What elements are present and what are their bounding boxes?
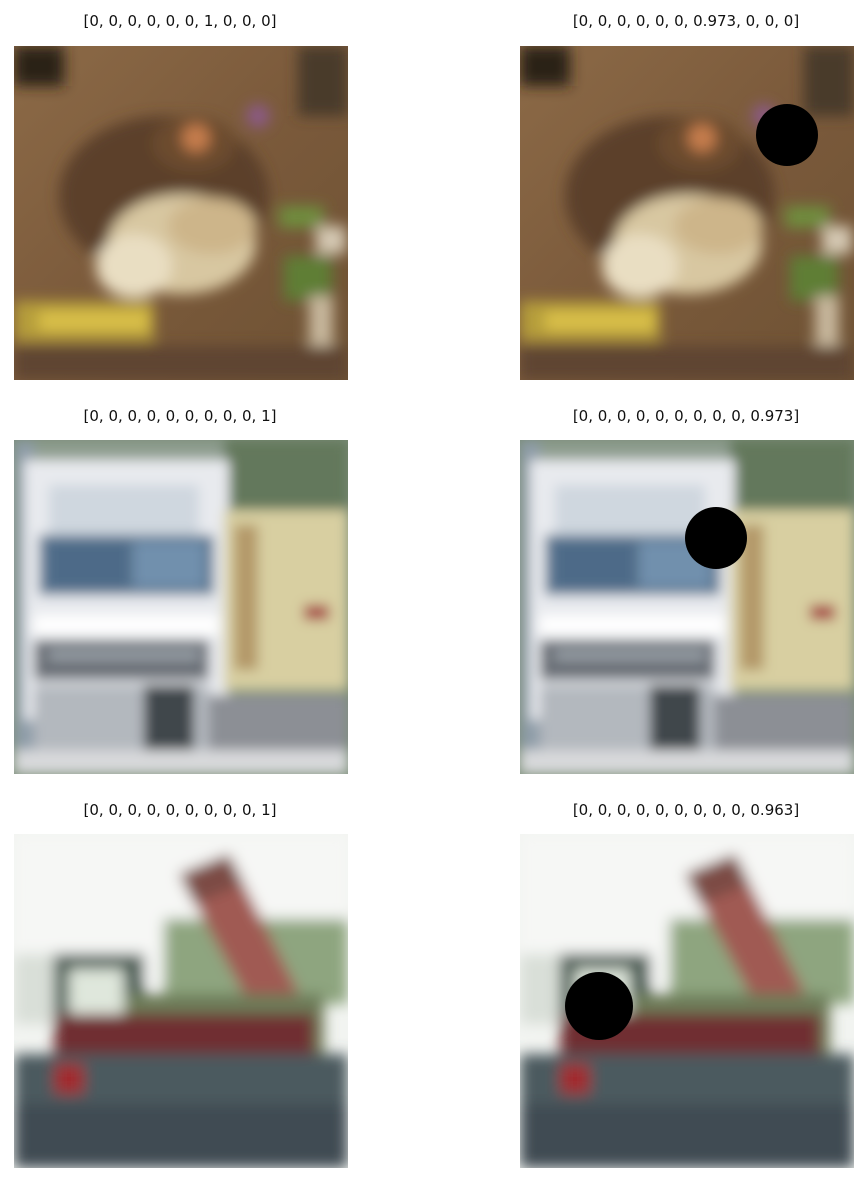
caption-r3c2: [0, 0, 0, 0, 0, 0, 0, 0, 0, 0.963] xyxy=(572,801,800,819)
caption-r2c1: [0, 0, 0, 0, 0, 0, 0, 0, 0, 1] xyxy=(83,407,277,425)
frog-occluded-image xyxy=(520,46,854,380)
white-truck-image xyxy=(14,440,348,774)
frog-image xyxy=(14,46,348,380)
caption-r1c2: [0, 0, 0, 0, 0, 0, 0.973, 0, 0, 0] xyxy=(572,12,800,30)
white-truck-occluded-image xyxy=(520,440,854,774)
caption-r3c1: [0, 0, 0, 0, 0, 0, 0, 0, 0, 1] xyxy=(83,801,277,819)
dump-truck-occluded-image xyxy=(520,834,854,1168)
caption-r1c1: [0, 0, 0, 0, 0, 0, 1, 0, 0, 0] xyxy=(83,12,277,30)
dump-truck-image xyxy=(14,834,348,1168)
caption-r2c2: [0, 0, 0, 0, 0, 0, 0, 0, 0, 0.973] xyxy=(572,407,800,425)
